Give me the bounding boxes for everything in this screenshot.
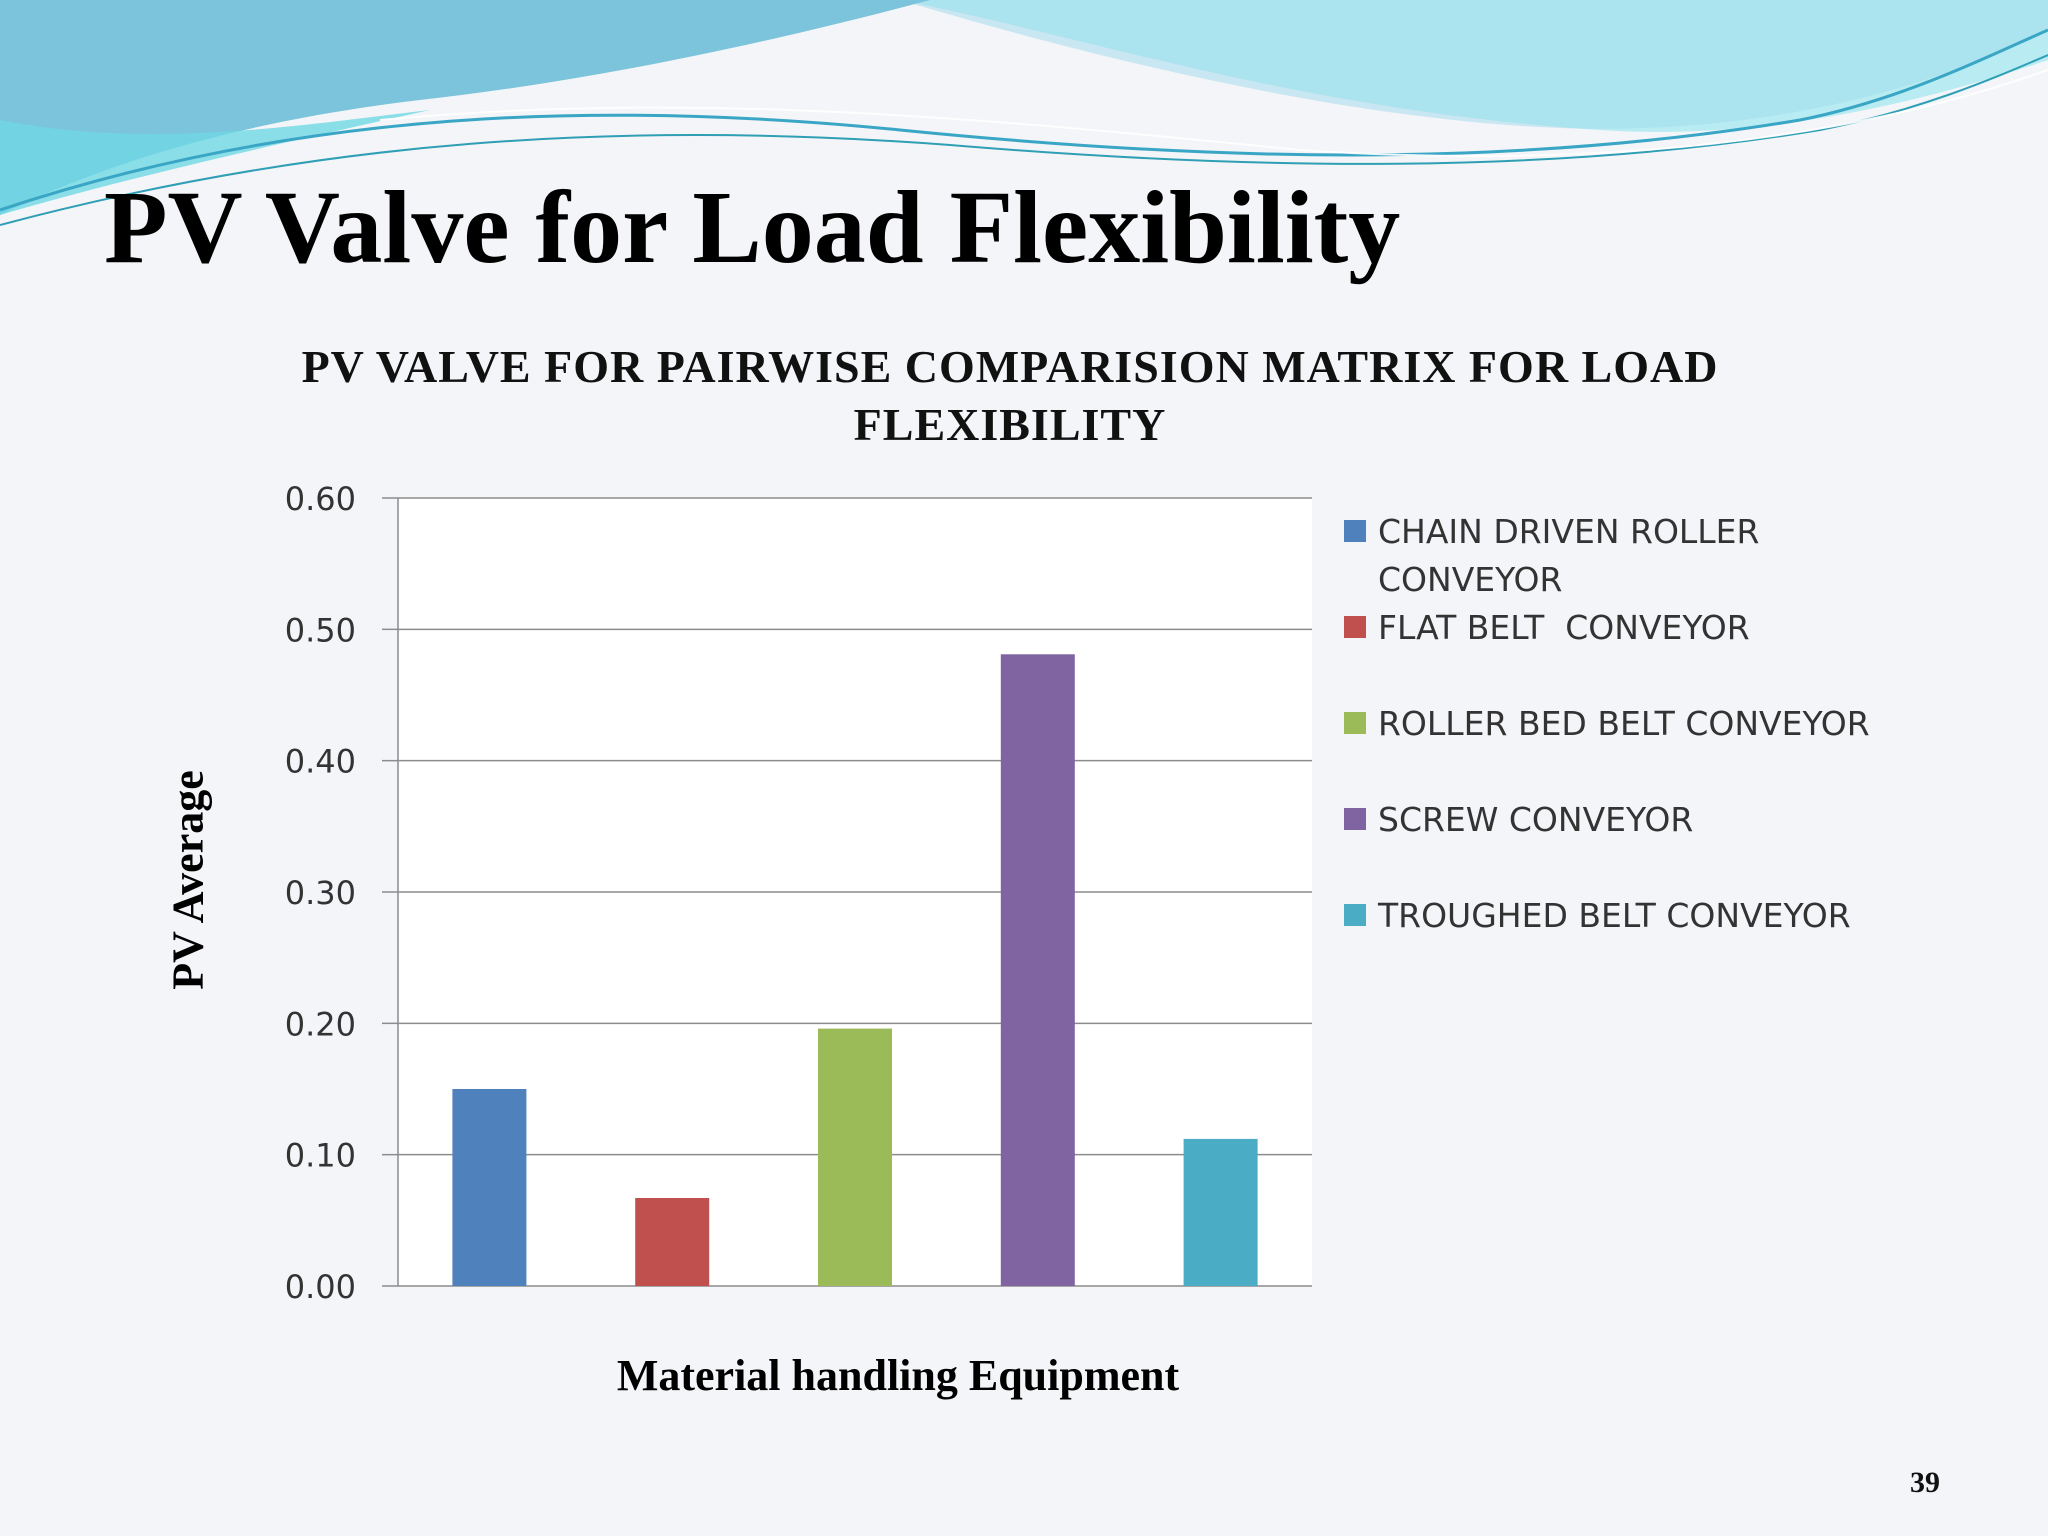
y-tick-label: 0.00 <box>285 1268 356 1306</box>
legend-item: TROUGHED BELT CONVEYOR <box>1340 892 1851 940</box>
y-tick-label: 0.10 <box>285 1137 356 1175</box>
y-tick-label: 0.30 <box>285 874 356 912</box>
y-axis-label: PV Average <box>163 770 213 990</box>
legend-label: SCREW CONVEYOR <box>1378 800 1694 839</box>
legend-item: FLAT BELT CONVEYOR <box>1340 604 1750 652</box>
page-number: 39 <box>1910 1466 1940 1499</box>
bar <box>452 1089 527 1286</box>
y-tick-label: 0.20 <box>285 1005 356 1043</box>
legend-swatch <box>1344 712 1366 734</box>
bar <box>1000 654 1075 1286</box>
legend-item: CHAIN DRIVEN ROLLER CONVEYOR <box>1340 508 1940 604</box>
bar <box>1183 1138 1258 1286</box>
legend-item: SCREW CONVEYOR <box>1340 796 1693 844</box>
legend-swatch <box>1344 616 1366 638</box>
y-tick-label: 0.50 <box>285 611 356 649</box>
chart-title: PV VALVE FOR PAIRWISE COMPARISION MATRIX… <box>301 341 1719 450</box>
y-tick-label: 0.60 <box>285 480 356 518</box>
legend-label: ROLLER BED BELT CONVEYOR <box>1378 704 1870 743</box>
legend-label: CHAIN DRIVEN ROLLER CONVEYOR <box>1378 512 1770 599</box>
y-tick-label: 0.40 <box>285 743 356 781</box>
legend-swatch <box>1344 520 1366 542</box>
legend-swatch <box>1344 904 1366 926</box>
legend-label: FLAT BELT CONVEYOR <box>1378 608 1750 647</box>
slide-title: PV Valve for Load Flexibility <box>104 170 1401 285</box>
x-axis-label: Material handling Equipment <box>616 1351 1180 1400</box>
legend-swatch <box>1344 808 1366 830</box>
legend-item: ROLLER BED BELT CONVEYOR <box>1340 700 1870 748</box>
bar <box>818 1028 892 1286</box>
bar <box>635 1198 710 1286</box>
legend-label: TROUGHED BELT CONVEYOR <box>1378 896 1851 935</box>
